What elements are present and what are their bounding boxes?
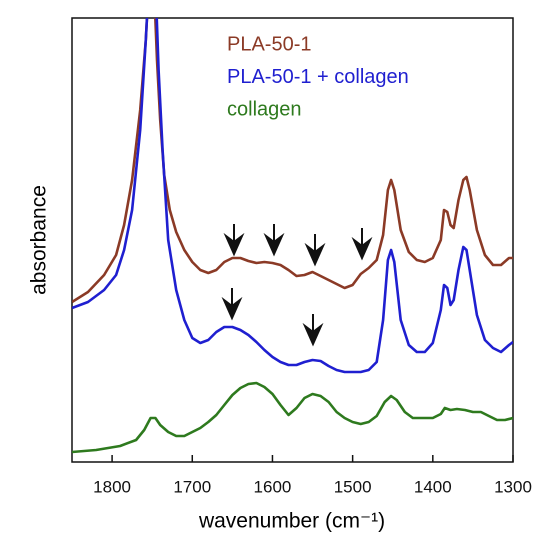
x-tick-label: 1600 bbox=[254, 477, 292, 496]
legend-entry: collagen bbox=[227, 98, 302, 120]
legend-entry: PLA-50-1 bbox=[227, 33, 312, 55]
x-tick-label: 1400 bbox=[414, 477, 452, 496]
plot-frame bbox=[71, 17, 514, 463]
legend-entry: PLA-50-1 + collagen bbox=[227, 66, 409, 88]
x-tick-label: 1500 bbox=[334, 477, 372, 496]
x-tick-label: 1800 bbox=[93, 477, 131, 496]
x-tick-label: 1700 bbox=[173, 477, 211, 496]
x-tick-label: 1300 bbox=[494, 477, 532, 496]
spectrum-line bbox=[72, 381, 513, 454]
series-group bbox=[72, 18, 513, 454]
arrows bbox=[221, 224, 373, 347]
y-axis-label: absorbance bbox=[28, 185, 51, 295]
x-axis-label: wavenumber (cm⁻¹) bbox=[198, 510, 385, 533]
spectrum-line bbox=[72, 18, 513, 374]
